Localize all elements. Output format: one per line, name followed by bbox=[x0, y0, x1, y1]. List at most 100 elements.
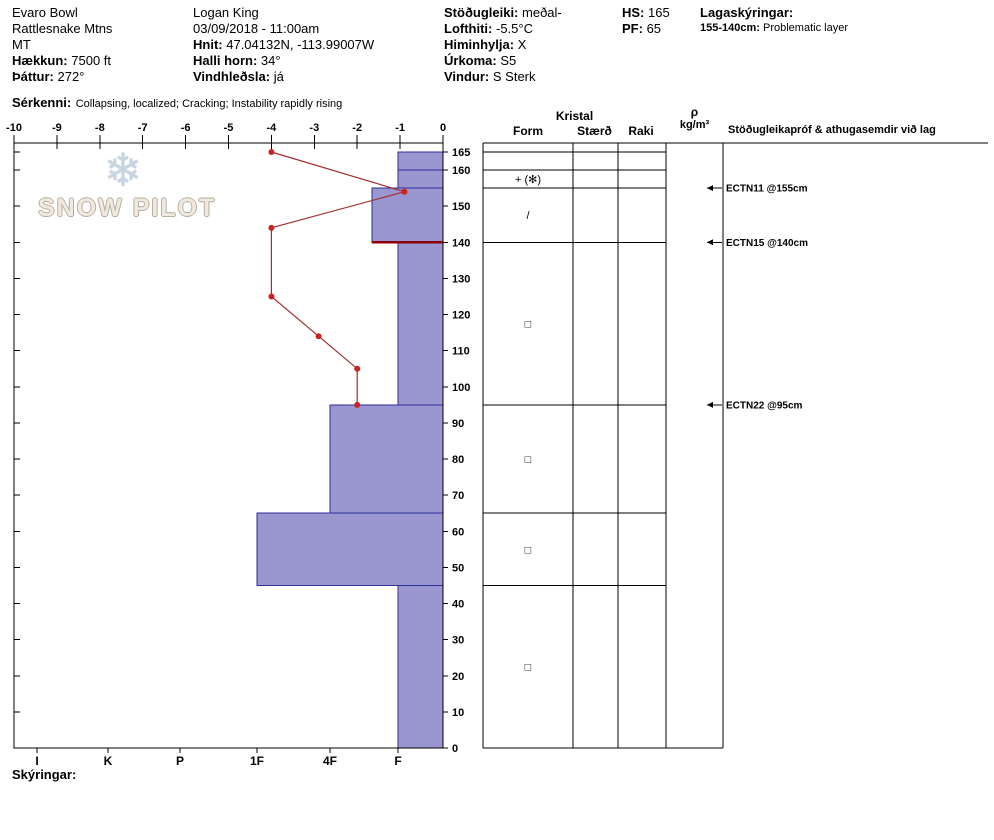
stability-value: meðal- bbox=[522, 5, 562, 20]
conditions-block: Stöðugleiki: meðal- Lofthiti: -5.5°C Him… bbox=[444, 5, 562, 85]
layer-note: 155-140cm: Problematic layer bbox=[700, 21, 848, 36]
temp-tick-label: -4 bbox=[267, 122, 278, 134]
stability-label: Stöðugleiki: bbox=[444, 5, 519, 20]
depth-tick-label: 100 bbox=[452, 382, 470, 394]
hardness-label: 4F bbox=[323, 754, 337, 768]
snow-layer bbox=[371, 187, 444, 243]
wind-loading: Vindhleðsla: já bbox=[193, 69, 374, 85]
depth-tick-label: 150 bbox=[452, 201, 470, 213]
airtemp-value: -5.5°C bbox=[496, 21, 533, 36]
elevation-value: 7500 ft bbox=[71, 53, 112, 68]
temp-tick-label: -1 bbox=[395, 122, 405, 134]
wind-label: Vindur: bbox=[444, 69, 490, 84]
coords-label: Hnit: bbox=[193, 37, 223, 52]
grain-form-symbol: + (✻) bbox=[515, 174, 541, 186]
hs-label: HS: bbox=[622, 5, 645, 20]
observation-datetime: 03/09/2018 - 11:00am bbox=[193, 21, 320, 36]
temp-tick-label: -9 bbox=[52, 122, 62, 134]
aspect-value: 272° bbox=[57, 69, 85, 84]
sky-value: X bbox=[517, 37, 527, 52]
aspect-label: Þáttur: bbox=[12, 69, 54, 84]
sky-cover: Himinhylja: X bbox=[444, 37, 562, 53]
hardness-label: 1F bbox=[250, 754, 264, 768]
snow-layer bbox=[329, 404, 444, 514]
slope-angle: Halli horn: 34° bbox=[193, 53, 374, 69]
size-column-header: Stærð bbox=[577, 124, 612, 138]
density-symbol-header: ρ bbox=[690, 105, 699, 119]
temperature-point bbox=[268, 293, 275, 300]
snow-height: HS: 165 bbox=[622, 5, 670, 21]
airtemp-label: Lofthiti: bbox=[444, 21, 493, 36]
temperature-point bbox=[268, 224, 275, 231]
wind: Vindur: S Sterk bbox=[444, 69, 562, 85]
features-label: Sérkenni: bbox=[12, 95, 72, 110]
depth-tick-label: 160 bbox=[452, 165, 470, 177]
tests-column-header: Stöðugleikapróf & athugasemdir við lag bbox=[728, 124, 936, 136]
features-value: Collapsing, localized; Cracking; Instabi… bbox=[75, 98, 343, 110]
grain-form-symbol: / bbox=[526, 210, 530, 222]
site-elevation: Hækkun: 7500 ft bbox=[12, 53, 112, 69]
depth-tick-label: 90 bbox=[452, 418, 464, 430]
precip-value: S5 bbox=[500, 53, 517, 68]
depth-tick-label: 165 bbox=[452, 147, 470, 159]
windload-value: já bbox=[273, 69, 284, 84]
hs-value: 165 bbox=[648, 5, 670, 20]
stability: Stöðugleiki: meðal- bbox=[444, 5, 562, 21]
pit-floor: PF: 65 bbox=[622, 21, 670, 37]
temperature-point bbox=[354, 401, 361, 408]
snowflake-icon: ❄ bbox=[103, 144, 143, 196]
depth-tick-label: 70 bbox=[452, 490, 464, 502]
test-result-label: ECTN15 @140cm bbox=[726, 238, 808, 249]
hardness-label: K bbox=[104, 754, 113, 768]
wetness-column-header: Raki bbox=[628, 124, 654, 138]
temp-tick-label: -6 bbox=[181, 122, 191, 134]
grain-form-symbol: □ bbox=[525, 662, 532, 674]
totals-block: HS: 165 PF: 65 bbox=[622, 5, 670, 37]
windload-label: Vindhleðsla: bbox=[193, 69, 271, 84]
observer-name: Logan King bbox=[193, 5, 259, 20]
site-info-block: Evaro Bowl Rattlesnake Mtns MT Hækkun: 7… bbox=[12, 5, 112, 85]
temp-tick-label: -2 bbox=[352, 122, 362, 134]
depth-tick-label: 80 bbox=[452, 454, 464, 466]
depth-tick-label: 140 bbox=[452, 237, 470, 249]
slope-label: Halli horn: bbox=[193, 53, 258, 68]
test-result-label: ECTN22 @95cm bbox=[726, 400, 803, 411]
depth-tick-label: 30 bbox=[452, 635, 464, 647]
layer-note-range: 155-140cm: bbox=[700, 22, 760, 34]
density-units-header: kg/m³ bbox=[679, 119, 710, 131]
depth-tick-label: 50 bbox=[452, 562, 464, 574]
test-arrow-head bbox=[707, 239, 713, 246]
precipitation: Úrkoma: S5 bbox=[444, 53, 562, 69]
observer-info-block: Logan King 03/09/2018 - 11:00am Hnit: 47… bbox=[193, 5, 374, 85]
temp-tick-label: -10 bbox=[6, 122, 22, 134]
test-arrow-head bbox=[707, 401, 713, 408]
temperature-point bbox=[268, 149, 275, 155]
site-aspect: Þáttur: 272° bbox=[12, 69, 112, 85]
temperature-point bbox=[315, 333, 322, 340]
snowpilot-watermark: ❄ SNOW PILOT bbox=[38, 144, 217, 223]
kristal-header: Kristal bbox=[555, 109, 594, 123]
depth-tick-label: 60 bbox=[452, 526, 464, 538]
temp-tick-label: 0 bbox=[440, 122, 446, 134]
layer-notes-title-text: Lagaskýringar: bbox=[700, 5, 794, 20]
layer-notes-block: Lagaskýringar: 155-140cm: Problematic la… bbox=[700, 5, 848, 36]
watermark-brand: SNOW PILOT bbox=[38, 194, 217, 222]
test-arrow-head bbox=[707, 185, 713, 192]
air-temp: Lofthiti: -5.5°C bbox=[444, 21, 562, 37]
hardness-label: I bbox=[35, 754, 38, 768]
depth-tick-label: 0 bbox=[452, 743, 458, 755]
grain-form-symbol: □ bbox=[525, 454, 532, 466]
temp-tick-label: -7 bbox=[138, 122, 148, 134]
hardness-label: P bbox=[176, 754, 184, 768]
site-state: MT bbox=[12, 37, 31, 52]
layer-note-text: Problematic layer bbox=[763, 22, 848, 34]
snow-layer bbox=[397, 151, 444, 171]
slope-value: 34° bbox=[260, 53, 281, 68]
depth-tick-label: 40 bbox=[452, 599, 464, 611]
hardness-label: F bbox=[394, 754, 401, 768]
sky-label: Himinhylja: bbox=[444, 37, 515, 52]
temp-tick-label: -5 bbox=[224, 122, 234, 134]
depth-tick-label: 120 bbox=[452, 310, 470, 322]
